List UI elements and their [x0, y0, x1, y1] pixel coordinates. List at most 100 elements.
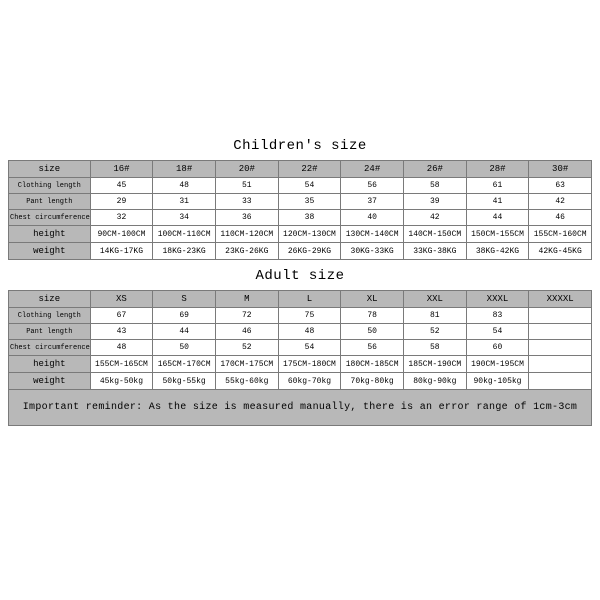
col-head: 16#: [90, 161, 153, 178]
cell: 60kg-70kg: [278, 373, 341, 390]
cell: 56: [341, 178, 404, 194]
cell: 48: [90, 340, 153, 356]
cell: 90CM-100CM: [90, 226, 153, 243]
cell: 33KG-38KG: [403, 243, 466, 260]
adult-title: Adult size: [8, 260, 592, 290]
cell: 52: [403, 324, 466, 340]
cell: 58: [403, 340, 466, 356]
cell: 75: [278, 308, 341, 324]
cell: 61: [466, 178, 529, 194]
cell: 155CM-165CM: [90, 356, 153, 373]
cell: 32: [90, 210, 153, 226]
col-head: 28#: [466, 161, 529, 178]
cell: 26KG-29KG: [278, 243, 341, 260]
cell: 37: [341, 194, 404, 210]
col-head: 18#: [153, 161, 216, 178]
col-head: 24#: [341, 161, 404, 178]
cell: 43: [90, 324, 153, 340]
row-label: weight: [9, 243, 91, 260]
cell: 41: [466, 194, 529, 210]
row-label: height: [9, 356, 91, 373]
cell: 81: [403, 308, 466, 324]
col-head: XXXXL: [529, 291, 592, 308]
cell: 54: [278, 340, 341, 356]
row-label: Chest circumference 1/2: [9, 210, 91, 226]
cell: 48: [278, 324, 341, 340]
col-head: 26#: [403, 161, 466, 178]
cell: 120CM-130CM: [278, 226, 341, 243]
cell: 150CM-155CM: [466, 226, 529, 243]
cell: [529, 356, 592, 373]
col-head-size: size: [9, 161, 91, 178]
cell: 42KG-45KG: [529, 243, 592, 260]
cell: 46: [215, 324, 278, 340]
cell: 23KG-26KG: [215, 243, 278, 260]
cell: 140CM-150CM: [403, 226, 466, 243]
cell: 67: [90, 308, 153, 324]
cell: 54: [278, 178, 341, 194]
cell: 175CM-180CM: [278, 356, 341, 373]
adult-table: sizeXSSMLXLXXLXXXLXXXXLClothing length67…: [8, 290, 592, 390]
cell: [529, 308, 592, 324]
cell: 155CM-160CM: [529, 226, 592, 243]
col-head: S: [153, 291, 216, 308]
children-table: size16#18#20#22#24#26#28#30# Clothing len…: [8, 160, 592, 260]
cell: 33: [215, 194, 278, 210]
cell: 50: [153, 340, 216, 356]
cell: 50: [341, 324, 404, 340]
cell: 34: [153, 210, 216, 226]
cell: 38: [278, 210, 341, 226]
cell: 60: [466, 340, 529, 356]
cell: 83: [466, 308, 529, 324]
cell: 54: [466, 324, 529, 340]
cell: 185CM-190CM: [403, 356, 466, 373]
row-label: Clothing length: [9, 178, 91, 194]
cell: 40: [341, 210, 404, 226]
cell: 52: [215, 340, 278, 356]
cell: 110CM-120CM: [215, 226, 278, 243]
cell: 72: [215, 308, 278, 324]
col-head: 20#: [215, 161, 278, 178]
cell: 45kg-50kg: [90, 373, 153, 390]
row-label: Chest circumference 1/2: [9, 340, 91, 356]
cell: 130CM-140CM: [341, 226, 404, 243]
cell: 36: [215, 210, 278, 226]
cell: 63: [529, 178, 592, 194]
col-head: XXL: [403, 291, 466, 308]
row-label: Clothing length: [9, 308, 91, 324]
cell: 51: [215, 178, 278, 194]
cell: 30KG-33KG: [341, 243, 404, 260]
cell: 100CM-110CM: [153, 226, 216, 243]
col-head: XS: [90, 291, 153, 308]
cell: [529, 373, 592, 390]
cell: 38KG-42KG: [466, 243, 529, 260]
cell: 42: [403, 210, 466, 226]
row-label: height: [9, 226, 91, 243]
cell: 44: [153, 324, 216, 340]
cell: 55kg-60kg: [215, 373, 278, 390]
cell: [529, 340, 592, 356]
cell: 45: [90, 178, 153, 194]
col-head: 30#: [529, 161, 592, 178]
cell: 50kg-55kg: [153, 373, 216, 390]
cell: 80kg-90kg: [403, 373, 466, 390]
cell: 31: [153, 194, 216, 210]
cell: 39: [403, 194, 466, 210]
children-title: Children's size: [8, 130, 592, 160]
col-head-size: size: [9, 291, 91, 308]
col-head: XXXL: [466, 291, 529, 308]
cell: 18KG-23KG: [153, 243, 216, 260]
cell: 56: [341, 340, 404, 356]
col-head: M: [215, 291, 278, 308]
reminder-text: Important reminder: As the size is measu…: [8, 390, 592, 426]
row-label: Pant length: [9, 194, 91, 210]
cell: 35: [278, 194, 341, 210]
col-head: L: [278, 291, 341, 308]
cell: 190CM-195CM: [466, 356, 529, 373]
cell: 29: [90, 194, 153, 210]
cell: 46: [529, 210, 592, 226]
cell: 44: [466, 210, 529, 226]
row-label: Pant length: [9, 324, 91, 340]
cell: 58: [403, 178, 466, 194]
col-head: 22#: [278, 161, 341, 178]
